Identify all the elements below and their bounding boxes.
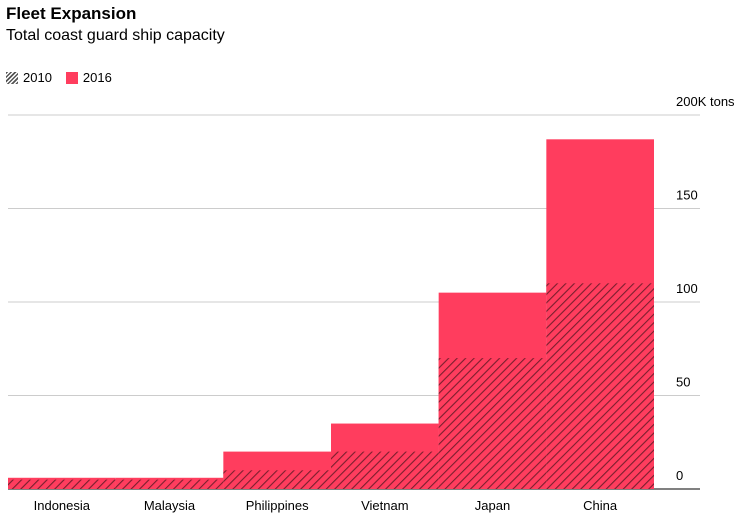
y-tick-label-50: 50 bbox=[676, 375, 690, 390]
y-tick-label-200: 200K tons bbox=[676, 94, 735, 109]
x-tick-label-malaysia: Malaysia bbox=[144, 498, 196, 513]
legend-label-2016: 2016 bbox=[82, 70, 112, 85]
legend-label-2010: 2010 bbox=[23, 70, 52, 85]
x-axis-labels: Indonesia Malaysia Philippines Vietnam Japan… bbox=[34, 498, 618, 513]
legend-swatch-2010 bbox=[6, 71, 18, 84]
y-tick-label-150: 150 bbox=[676, 188, 698, 203]
chart-title: Fleet Expansion bbox=[6, 4, 137, 23]
x-tick-label-vietnam: Vietnam bbox=[361, 498, 408, 513]
x-tick-label-japan: Japan bbox=[475, 498, 510, 513]
bar-2010-china bbox=[546, 283, 654, 489]
x-tick-label-philippines: Philippines bbox=[246, 498, 309, 513]
bars bbox=[8, 139, 654, 489]
y-tick-label-100: 100 bbox=[676, 281, 698, 296]
chart-legend: 2010 2016 bbox=[6, 70, 112, 85]
y-axis-ticks: 0 50 100 150 200K tons bbox=[676, 94, 735, 483]
bar-2010-philippines bbox=[223, 470, 331, 489]
bar-2010-indonesia bbox=[8, 479, 116, 489]
bar-2010-malaysia bbox=[115, 479, 224, 489]
legend-item-2016: 2016 bbox=[65, 70, 112, 85]
y-tick-label-0: 0 bbox=[676, 468, 683, 483]
bar-2010-vietnam bbox=[331, 451, 439, 489]
legend-swatch-2016 bbox=[65, 71, 78, 84]
x-tick-label-china: China bbox=[583, 498, 618, 513]
bar-2010-japan bbox=[438, 358, 547, 489]
legend-item-2010: 2010 bbox=[6, 70, 52, 85]
chart-subtitle: Total coast guard ship capacity bbox=[6, 27, 225, 44]
x-tick-label-indonesia: Indonesia bbox=[34, 498, 91, 513]
